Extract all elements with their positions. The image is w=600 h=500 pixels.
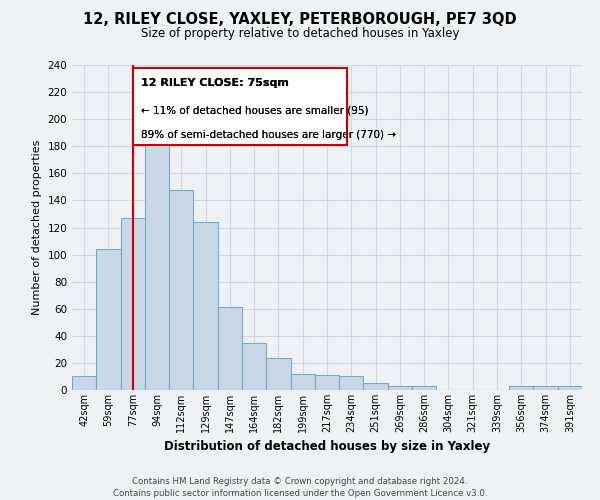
Bar xyxy=(364,383,388,390)
Bar xyxy=(193,222,218,390)
Text: 12 RILEY CLOSE: 75sqm: 12 RILEY CLOSE: 75sqm xyxy=(141,78,289,88)
Y-axis label: Number of detached properties: Number of detached properties xyxy=(32,140,42,315)
Bar xyxy=(339,376,364,390)
Bar xyxy=(169,190,193,390)
Bar xyxy=(533,386,558,390)
Bar xyxy=(388,386,412,390)
Text: 12, RILEY CLOSE, YAXLEY, PETERBOROUGH, PE7 3QD: 12, RILEY CLOSE, YAXLEY, PETERBOROUGH, P… xyxy=(83,12,517,28)
Bar xyxy=(509,386,533,390)
Bar xyxy=(121,218,145,390)
Bar xyxy=(290,374,315,390)
Bar xyxy=(218,308,242,390)
Bar xyxy=(96,249,121,390)
Text: ← 11% of detached houses are smaller (95): ← 11% of detached houses are smaller (95… xyxy=(141,106,368,116)
Text: 89% of semi-detached houses are larger (770) →: 89% of semi-detached houses are larger (… xyxy=(141,130,396,140)
Bar xyxy=(242,342,266,390)
Bar xyxy=(72,376,96,390)
Text: ← 11% of detached houses are smaller (95): ← 11% of detached houses are smaller (95… xyxy=(141,106,368,116)
FancyBboxPatch shape xyxy=(133,68,347,144)
Bar xyxy=(266,358,290,390)
Bar xyxy=(412,386,436,390)
Text: 89% of semi-detached houses are larger (770) →: 89% of semi-detached houses are larger (… xyxy=(141,130,396,140)
Text: Contains HM Land Registry data © Crown copyright and database right 2024.
Contai: Contains HM Land Registry data © Crown c… xyxy=(113,476,487,498)
X-axis label: Distribution of detached houses by size in Yaxley: Distribution of detached houses by size … xyxy=(164,440,490,454)
Text: 12 RILEY CLOSE: 75sqm: 12 RILEY CLOSE: 75sqm xyxy=(141,78,289,88)
Text: Size of property relative to detached houses in Yaxley: Size of property relative to detached ho… xyxy=(141,28,459,40)
Bar xyxy=(315,375,339,390)
Bar xyxy=(145,122,169,390)
Bar xyxy=(558,386,582,390)
